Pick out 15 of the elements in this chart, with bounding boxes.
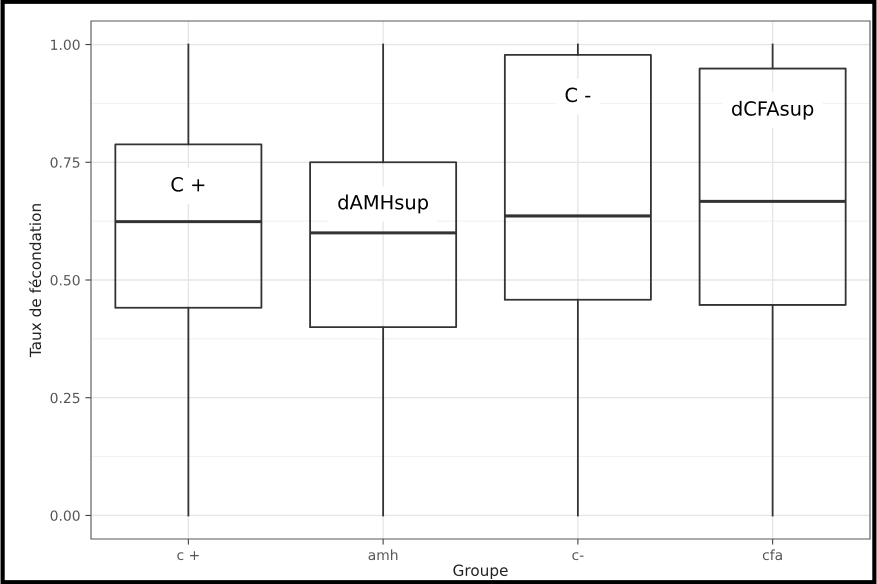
y-tick-label: 0.75 bbox=[50, 157, 80, 168]
annotation: dAMHsup bbox=[338, 194, 428, 214]
annotation: C + bbox=[171, 176, 204, 192]
y-tick-label: 0.00 bbox=[50, 510, 80, 521]
annotation: dCFAsup bbox=[732, 100, 814, 120]
y-axis-title: Taux de fécondation bbox=[28, 204, 42, 358]
x-tick-label: c + bbox=[177, 551, 199, 560]
y-tick-label: 0.25 bbox=[50, 392, 80, 404]
x-axis-title: Groupe bbox=[453, 564, 508, 580]
x-tick-label: cfa bbox=[762, 549, 782, 560]
annotation: C - bbox=[566, 88, 590, 102]
x-tick-label: amh bbox=[368, 549, 398, 560]
x-tick-label: c- bbox=[572, 552, 584, 560]
y-tick-label: 1.00 bbox=[51, 40, 80, 50]
y-tick-label: 0.50 bbox=[50, 274, 80, 286]
